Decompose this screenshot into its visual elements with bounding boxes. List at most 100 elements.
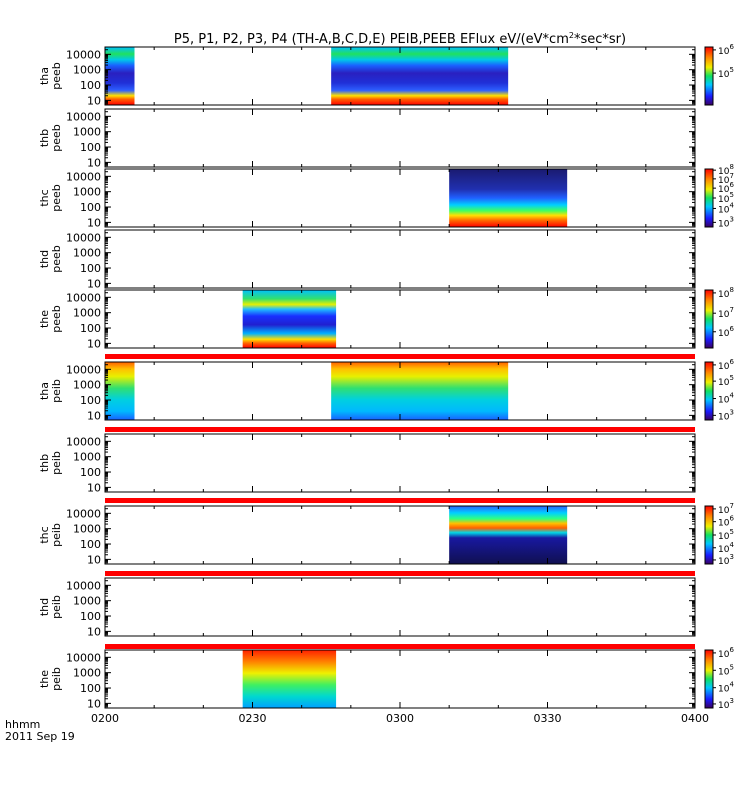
y-tick-label: 10000: [66, 579, 101, 592]
y-tick-label: 10000: [66, 170, 101, 183]
colorbar-tick-label: 105: [718, 663, 734, 677]
colorbar: [704, 361, 714, 421]
colorbar-tick-label: 104: [718, 392, 734, 406]
spectrogram-block: [242, 290, 337, 348]
y-tick-label: 10: [87, 553, 101, 566]
colorbar-tick-label: 108: [718, 163, 734, 177]
y-tick-label: 100: [80, 610, 101, 623]
panel-frame: [104, 649, 696, 709]
y-tick-label: 1000: [73, 667, 101, 680]
y-tick-label: 1000: [73, 64, 101, 77]
colorbar-tick-label: 105: [718, 528, 734, 542]
y-tick-label: 10000: [66, 291, 101, 304]
panel-frame: [104, 229, 696, 289]
panel-frame: [104, 108, 696, 168]
x-tick-label: 0400: [681, 712, 709, 725]
colorbar: [704, 168, 714, 228]
y-tick-label: 100: [80, 394, 101, 407]
panel-frame: [104, 433, 696, 493]
colorbar-tick-label: 106: [718, 325, 734, 339]
colorbar-tick-label: 106: [718, 43, 734, 57]
colorbar-tick-label: 105: [718, 191, 734, 205]
colorbar-tick-label: 103: [718, 697, 734, 711]
y-tick-label: 1000: [73, 186, 101, 199]
separator-bar: [105, 644, 695, 649]
panel-axis-label: thcpeeb: [38, 184, 63, 212]
y-tick-label: 1000: [73, 126, 101, 139]
spectrogram-block: [331, 47, 509, 105]
panel-axis-label: thapeib: [38, 379, 63, 403]
panel-frame: [104, 505, 696, 565]
panels: 10100100010000thapeeb1061051010010001000…: [38, 43, 734, 725]
panel-axis-label: thdpeeb: [38, 245, 63, 273]
x-tick-label: 0230: [239, 712, 267, 725]
colorbar-tick-label: 103: [718, 553, 734, 567]
y-tick-label: 100: [80, 538, 101, 551]
colorbar: [704, 289, 714, 349]
y-tick-label: 1000: [73, 595, 101, 608]
spectrogram-block: [105, 362, 135, 420]
colorbar-tick-label: 106: [718, 646, 734, 660]
y-tick-label: 10000: [66, 48, 101, 61]
colorbar-tick-label: 107: [718, 172, 734, 186]
colorbar: [704, 46, 714, 106]
panel-axis-label: thcpeib: [38, 523, 63, 547]
date-label: 2011 Sep 19: [5, 730, 75, 743]
spectrogram-block: [331, 362, 509, 420]
panel-frame: [104, 168, 696, 228]
y-tick-label: 10: [87, 94, 101, 107]
panel-frame: [104, 577, 696, 637]
y-tick-label: 1000: [73, 451, 101, 464]
y-tick-label: 1000: [73, 523, 101, 536]
figure-title: P5, P1, P2, P3, P4 (TH-A,B,C,D,E) PEIB,P…: [174, 31, 626, 47]
x-tick-label: 0200: [91, 712, 119, 725]
y-tick-label: 10000: [66, 363, 101, 376]
spectrogram-block: [105, 47, 135, 105]
y-tick-label: 10: [87, 625, 101, 638]
y-tick-label: 100: [80, 201, 101, 214]
y-tick-label: 10: [87, 156, 101, 169]
x-tick-label: 0330: [534, 712, 562, 725]
y-tick-label: 10000: [66, 110, 101, 123]
colorbar-tick-label: 106: [718, 515, 734, 529]
colorbar-tick-label: 107: [718, 306, 734, 320]
panel-frame: [104, 289, 696, 349]
y-tick-label: 1000: [73, 247, 101, 260]
panel-axis-label: thdpeib: [38, 595, 63, 619]
spectrogram-block: [449, 506, 568, 564]
y-tick-label: 10000: [66, 507, 101, 520]
colorbar-tick-label: 103: [718, 408, 734, 422]
y-tick-label: 10: [87, 277, 101, 290]
panel-axis-label: thbpeeb: [38, 124, 63, 152]
y-tick-label: 10: [87, 697, 101, 710]
colorbar-tick-label: 103: [718, 215, 734, 229]
colorbar-tick-label: 107: [718, 502, 734, 516]
y-tick-label: 100: [80, 322, 101, 335]
colorbar-tick-label: 104: [718, 541, 734, 555]
colorbar: [704, 505, 714, 565]
colorbar: [704, 649, 714, 709]
colorbar-tick-label: 105: [718, 374, 734, 388]
spectrogram-block: [242, 650, 337, 708]
colorbar-tick-label: 105: [718, 66, 734, 80]
separator-bar: [105, 354, 695, 359]
y-tick-label: 10: [87, 481, 101, 494]
time-label: hhmm: [5, 718, 40, 731]
y-tick-label: 10: [87, 216, 101, 229]
separator-bar: [105, 498, 695, 503]
y-tick-label: 100: [80, 682, 101, 695]
y-tick-label: 10: [87, 409, 101, 422]
colorbar-tick-label: 108: [718, 286, 734, 300]
y-tick-label: 100: [80, 262, 101, 275]
panel-axis-label: thapeeb: [38, 62, 63, 90]
